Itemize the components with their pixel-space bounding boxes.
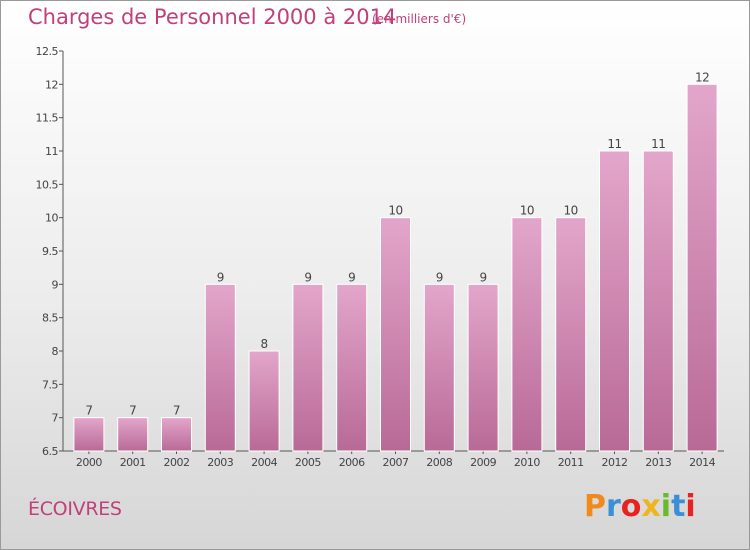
- bar-2004: [248, 350, 280, 452]
- logo-letter: t: [671, 489, 686, 524]
- y-tick-label: 10.5: [36, 178, 59, 191]
- proxiti-logo: Proxiti: [584, 489, 696, 524]
- bar-value-label: 7: [173, 404, 180, 418]
- bar-value-label: 12: [695, 70, 709, 84]
- y-tick-label: 7: [52, 412, 59, 425]
- bar-value-label: 10: [564, 204, 578, 218]
- bar-2002: [161, 417, 192, 452]
- bar-value-label: 9: [480, 270, 487, 284]
- x-tick-label: 2008: [426, 456, 452, 469]
- y-tick-label: 11: [45, 145, 58, 158]
- bar-2008: [423, 283, 455, 452]
- commune-name: ÉCOIVRES: [28, 498, 122, 520]
- x-tick-label: 2001: [120, 456, 146, 469]
- y-tick-label: 12: [45, 78, 58, 91]
- bar-value-label: 9: [348, 270, 355, 284]
- logo-letter: i: [660, 489, 672, 524]
- x-tick-label: 2000: [76, 456, 102, 469]
- bar-2014: [686, 83, 718, 452]
- y-tick-label: 9: [52, 278, 59, 291]
- bar-2013: [642, 150, 674, 452]
- bar-value-label: 9: [304, 270, 311, 284]
- logo-letter: x: [641, 489, 661, 524]
- logo-letter: r: [606, 489, 621, 524]
- bar-2001: [117, 417, 149, 452]
- bar-2012: [599, 150, 630, 452]
- y-tick-label: 10: [45, 212, 58, 225]
- chart-subtitle: (en milliers d'€): [372, 12, 467, 26]
- bar-value-label: 8: [261, 337, 268, 351]
- y-tick-label: 11.5: [36, 112, 59, 125]
- bar-2009: [467, 283, 499, 452]
- y-tick-label: 7.5: [42, 378, 58, 391]
- y-tick-label: 8.5: [42, 312, 58, 325]
- bar-value-label: 9: [217, 270, 224, 284]
- bar-value-label: 11: [651, 137, 665, 151]
- logo-letter: P: [584, 489, 606, 524]
- x-tick-label: 2014: [689, 456, 715, 469]
- logo-letter: i: [685, 489, 696, 524]
- bar-2007: [380, 217, 411, 452]
- chart-title: Charges de Personnel 2000 à 2014: [28, 5, 397, 29]
- x-tick-label: 2005: [295, 456, 321, 469]
- bar-2006: [336, 283, 368, 452]
- x-tick-label: 2013: [645, 456, 671, 469]
- x-tick-label: 2010: [514, 456, 540, 469]
- bar-2005: [292, 283, 324, 452]
- y-tick-label: 12.5: [36, 45, 59, 58]
- bar-value-label: 10: [520, 204, 534, 218]
- bar-2003: [204, 283, 236, 452]
- x-tick-label: 2009: [470, 456, 496, 469]
- x-tick-label: 2007: [383, 456, 409, 469]
- bar-value-label: 7: [85, 404, 92, 418]
- x-tick-label: 2011: [558, 456, 584, 469]
- logo-letter: o: [620, 489, 642, 524]
- bar-value-label: 11: [607, 137, 621, 151]
- bar-2000: [73, 417, 105, 452]
- bar-2010: [511, 217, 543, 452]
- bar-value-label: 10: [388, 204, 402, 218]
- x-tick-label: 2003: [207, 456, 233, 469]
- bar-value-label: 7: [129, 404, 136, 418]
- x-tick-label: 2004: [251, 456, 277, 469]
- x-tick-label: 2006: [339, 456, 365, 469]
- bar-value-label: 9: [436, 270, 443, 284]
- bar-2011: [555, 217, 587, 452]
- y-tick-label: 9.5: [42, 245, 58, 258]
- x-tick-label: 2012: [602, 456, 628, 469]
- y-tick-label: 6.5: [42, 445, 58, 458]
- x-tick-label: 2002: [164, 456, 190, 469]
- y-tick-label: 8: [52, 345, 59, 358]
